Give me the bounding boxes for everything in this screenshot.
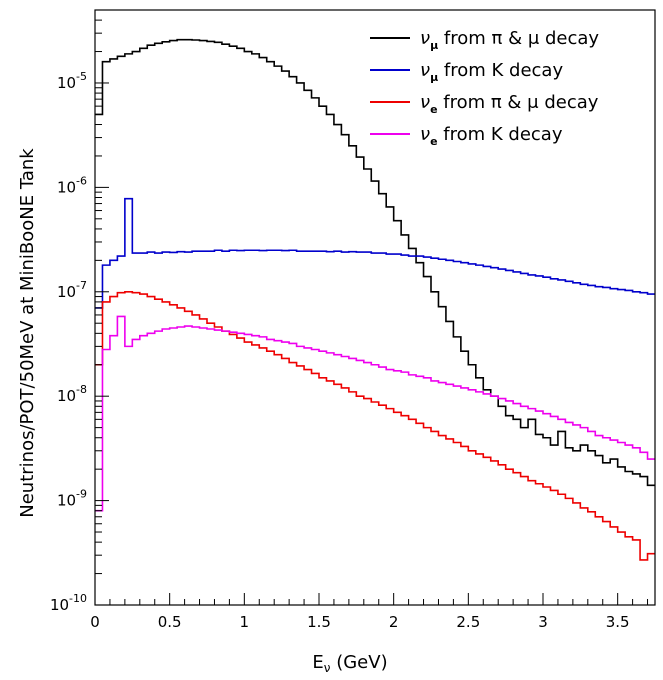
series-line-1 bbox=[95, 38, 655, 487]
x-tick-label: 2.5 bbox=[456, 613, 480, 631]
legend-text: from π & μ decay bbox=[438, 28, 599, 49]
legend-text: from K decay bbox=[438, 60, 563, 81]
legend-symbol: ν bbox=[420, 60, 430, 81]
legend-subscript: μ bbox=[430, 39, 438, 52]
y-tick-base: 10 bbox=[57, 283, 76, 301]
y-tick-exponent: -6 bbox=[76, 174, 87, 187]
y-tick-label: 10-8 bbox=[57, 383, 87, 405]
series-line-3 bbox=[95, 290, 655, 561]
x-tick-label: 3.5 bbox=[606, 613, 630, 631]
x-axis-label-main: E bbox=[312, 652, 323, 673]
y-tick-base: 10 bbox=[50, 596, 69, 614]
ticks-layer: 0 0.5 1 1.5 2 2.5 3 3.510-1010-910-810-710-610-… bbox=[50, 9, 649, 631]
legend-label-4: νe from K decay bbox=[420, 124, 563, 148]
legend-label-1: νμ from π & μ decay bbox=[420, 28, 599, 52]
x-tick-label: 0.5 bbox=[158, 613, 182, 631]
y-tick-label: 10-9 bbox=[57, 488, 87, 510]
x-axis-label-sub: ν bbox=[324, 661, 331, 675]
y-tick-exponent: -9 bbox=[76, 488, 87, 501]
y-tick-label: 10-7 bbox=[57, 279, 87, 301]
y-tick-exponent: -8 bbox=[76, 383, 87, 396]
x-tick-label: 2 bbox=[389, 613, 399, 631]
x-axis-label: Eν (GeV) bbox=[312, 652, 387, 675]
legend-label-3: νe from π & μ decay bbox=[420, 92, 599, 116]
series-line-4 bbox=[95, 315, 655, 512]
legend-text: from K decay bbox=[438, 124, 563, 145]
y-tick-label: 10-10 bbox=[50, 592, 87, 614]
legend-symbol: ν bbox=[420, 92, 430, 113]
legend-symbol: ν bbox=[420, 124, 430, 145]
legend-subscript: e bbox=[430, 135, 437, 148]
x-axis-label-unit: (GeV) bbox=[330, 652, 387, 673]
legend-text: from π & μ decay bbox=[438, 92, 599, 113]
y-tick-base: 10 bbox=[57, 74, 76, 92]
y-axis-label: Neutrinos/POT/50MeV at MiniBooNE Tank bbox=[17, 148, 38, 518]
y-tick-base: 10 bbox=[57, 178, 76, 196]
y-tick-exponent: -10 bbox=[69, 592, 87, 605]
y-tick-label: 10-5 bbox=[57, 70, 87, 92]
y-tick-base: 10 bbox=[57, 492, 76, 510]
x-tick-label: 3 bbox=[538, 613, 548, 631]
x-tick-label: 1 bbox=[240, 613, 250, 631]
legend-subscript: e bbox=[430, 103, 437, 116]
legend-symbol: ν bbox=[420, 28, 430, 49]
legend-subscript: μ bbox=[430, 71, 438, 84]
y-tick-exponent: -5 bbox=[76, 70, 87, 83]
x-tick-label: 1.5 bbox=[307, 613, 331, 631]
y-tick-label: 10-6 bbox=[57, 174, 87, 196]
series-line-2 bbox=[95, 197, 655, 309]
y-tick-base: 10 bbox=[57, 387, 76, 405]
x-tick-label: 0 bbox=[90, 613, 100, 631]
legend-label-2: νμ from K decay bbox=[420, 60, 563, 84]
y-tick-exponent: -7 bbox=[76, 279, 87, 292]
series-layer bbox=[95, 38, 655, 561]
